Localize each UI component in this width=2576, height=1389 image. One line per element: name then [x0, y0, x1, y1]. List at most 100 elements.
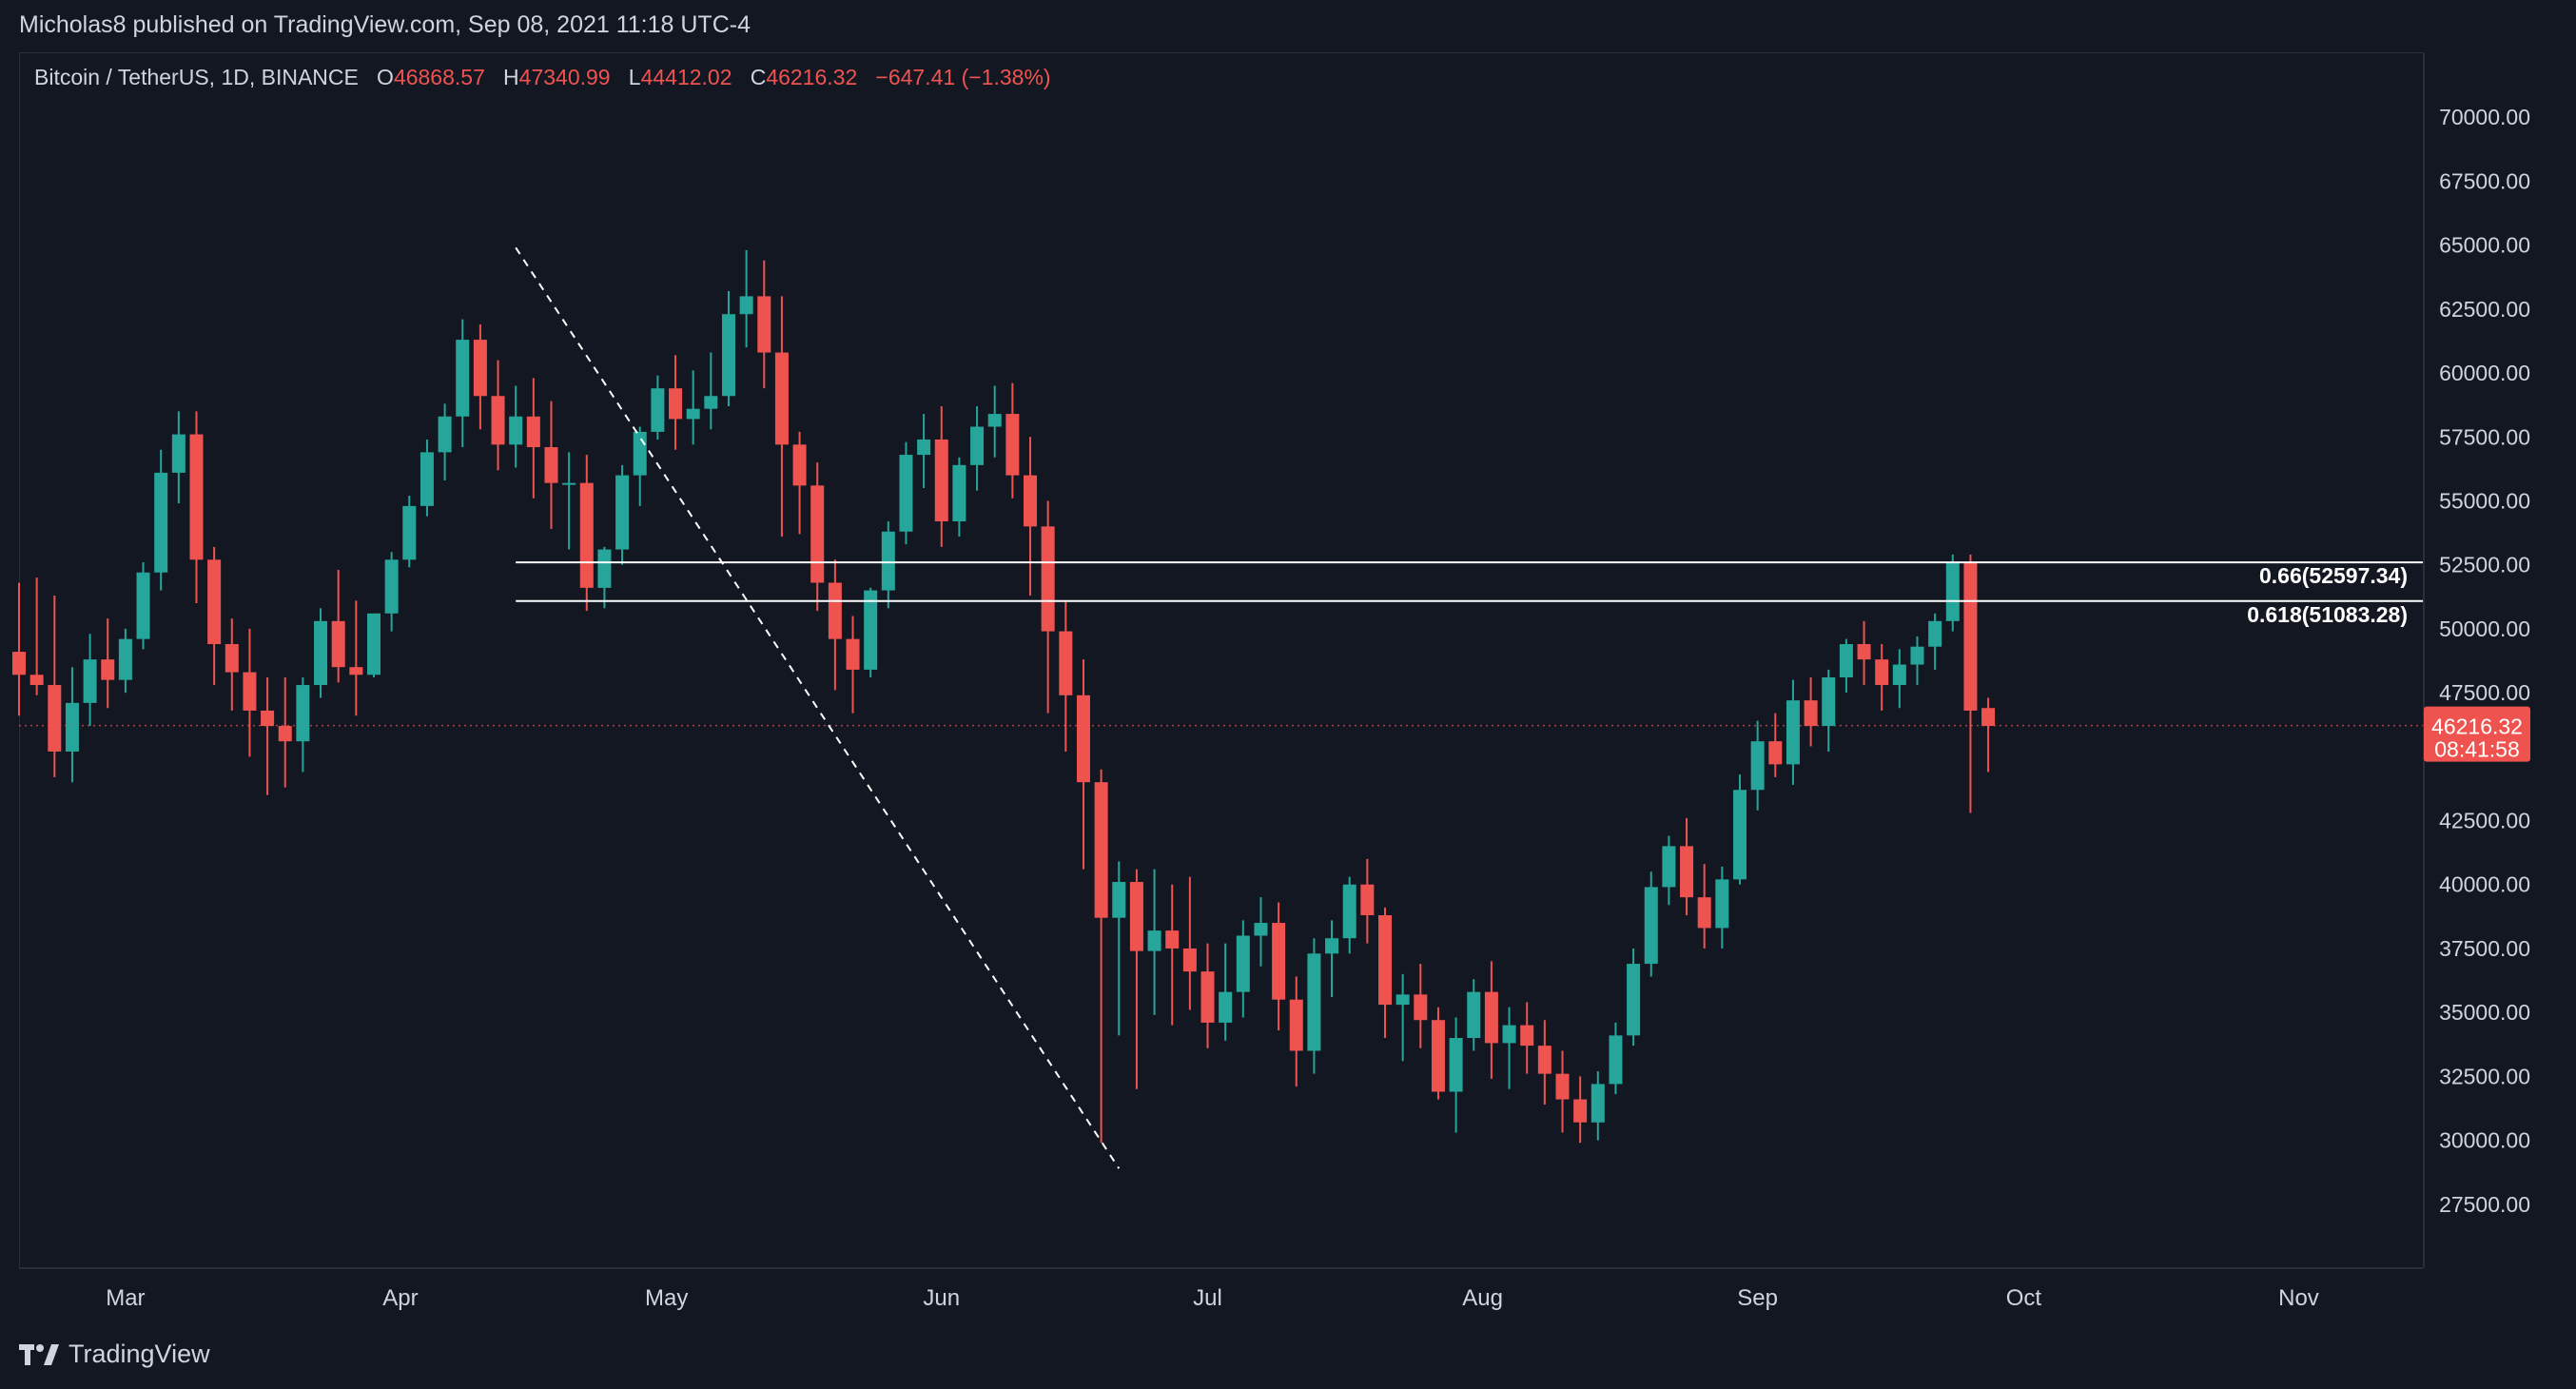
candle-body[interactable]	[846, 638, 860, 670]
candle-body[interactable]	[934, 439, 948, 521]
candle-body[interactable]	[420, 452, 434, 506]
candle-body[interactable]	[970, 426, 985, 465]
candle-body[interactable]	[509, 416, 523, 445]
candle-body[interactable]	[669, 388, 683, 420]
candle-body[interactable]	[1414, 994, 1428, 1021]
candle-body[interactable]	[899, 455, 913, 532]
candle-body[interactable]	[704, 396, 718, 409]
candle-body[interactable]	[1963, 561, 1978, 711]
candle-body[interactable]	[917, 439, 931, 456]
candle-body[interactable]	[1165, 930, 1180, 949]
candle-body[interactable]	[881, 531, 895, 591]
candle-body[interactable]	[562, 482, 576, 485]
candle-body[interactable]	[1219, 991, 1233, 1023]
candle-body[interactable]	[136, 572, 150, 639]
candle-body[interactable]	[757, 296, 771, 353]
candle-body[interactable]	[154, 472, 168, 573]
candle-body[interactable]	[189, 434, 204, 560]
candle-body[interactable]	[456, 340, 470, 417]
candle-body[interactable]	[1041, 526, 1055, 632]
candle-body[interactable]	[12, 652, 26, 675]
candle-body[interactable]	[1786, 700, 1800, 765]
candle-body[interactable]	[1520, 1025, 1534, 1047]
candle-body[interactable]	[1005, 414, 1020, 476]
candle-body[interactable]	[579, 482, 594, 588]
candle-body[interactable]	[792, 444, 807, 486]
candle-body[interactable]	[491, 396, 505, 445]
candle-body[interactable]	[597, 549, 612, 588]
candle-body[interactable]	[686, 408, 700, 420]
candle-body[interactable]	[1590, 1084, 1605, 1123]
candle-body[interactable]	[1573, 1099, 1588, 1123]
dashed-trendline[interactable]	[515, 246, 1121, 1169]
candle-body[interactable]	[544, 447, 558, 483]
candle-body[interactable]	[1431, 1020, 1445, 1092]
candle-body[interactable]	[774, 352, 789, 445]
candle-body[interactable]	[1945, 561, 1960, 621]
candle-body[interactable]	[1467, 991, 1481, 1039]
candle-body[interactable]	[1537, 1046, 1551, 1074]
candle-body[interactable]	[224, 644, 239, 673]
candle-body[interactable]	[1502, 1025, 1516, 1044]
candle-body[interactable]	[1644, 887, 1658, 965]
candle-body[interactable]	[1236, 935, 1250, 992]
candle-body[interactable]	[1325, 938, 1339, 954]
candle-body[interactable]	[1182, 948, 1197, 972]
candle-body[interactable]	[278, 726, 292, 742]
candle-body[interactable]	[1360, 884, 1375, 915]
candle-body[interactable]	[384, 559, 399, 614]
candle-body[interactable]	[243, 672, 257, 711]
candle-body[interactable]	[1112, 882, 1126, 918]
candle-body[interactable]	[473, 340, 487, 397]
candle-body[interactable]	[526, 416, 540, 448]
candle-body[interactable]	[83, 659, 97, 703]
candle-body[interactable]	[1272, 923, 1286, 1000]
candle-body[interactable]	[1768, 741, 1783, 765]
candle-body[interactable]	[1076, 694, 1090, 783]
candle-body[interactable]	[1857, 644, 1871, 660]
candle-body[interactable]	[1200, 971, 1215, 1023]
candle-body[interactable]	[29, 675, 44, 686]
candle-body[interactable]	[171, 434, 185, 473]
candle-body[interactable]	[1839, 644, 1853, 677]
candle-body[interactable]	[633, 431, 647, 476]
candle-body[interactable]	[1094, 782, 1108, 918]
candle-body[interactable]	[1059, 631, 1073, 695]
candle-body[interactable]	[314, 620, 328, 686]
candle-body[interactable]	[651, 388, 665, 432]
candle-body[interactable]	[1449, 1038, 1463, 1092]
candle-body[interactable]	[1822, 676, 1836, 727]
candle-body[interactable]	[366, 613, 381, 675]
candle-body[interactable]	[1697, 897, 1711, 929]
candle-body[interactable]	[261, 710, 275, 727]
candle-body[interactable]	[1627, 964, 1641, 1036]
candle-body[interactable]	[1662, 846, 1676, 888]
candle-body[interactable]	[739, 296, 753, 315]
candle-body[interactable]	[1910, 646, 1924, 665]
candle-body[interactable]	[1750, 741, 1765, 791]
candle-body[interactable]	[1378, 914, 1393, 1006]
candle-body[interactable]	[48, 685, 62, 752]
candle-body[interactable]	[1342, 884, 1356, 939]
candle-body[interactable]	[1732, 790, 1747, 880]
candle-body[interactable]	[296, 685, 310, 742]
candle-body[interactable]	[438, 416, 452, 453]
candle-body[interactable]	[207, 559, 222, 645]
candle-body[interactable]	[1254, 923, 1268, 936]
candle-body[interactable]	[828, 582, 842, 639]
candle-body[interactable]	[1609, 1035, 1623, 1085]
candle-body[interactable]	[987, 414, 1002, 427]
candle-body[interactable]	[1928, 620, 1942, 647]
candle-body[interactable]	[402, 505, 417, 560]
candle-body[interactable]	[101, 659, 115, 680]
candle-body[interactable]	[1680, 846, 1694, 898]
candle-body[interactable]	[1307, 953, 1321, 1051]
candle-body[interactable]	[118, 638, 132, 680]
candle-body[interactable]	[1804, 700, 1818, 727]
candle-body[interactable]	[349, 667, 363, 675]
candle-body[interactable]	[1395, 994, 1410, 1006]
candle-body[interactable]	[952, 464, 966, 521]
candle-body[interactable]	[864, 590, 878, 670]
candle-body[interactable]	[1024, 475, 1038, 527]
tradingview-logo[interactable]: TradingView	[19, 1340, 210, 1369]
